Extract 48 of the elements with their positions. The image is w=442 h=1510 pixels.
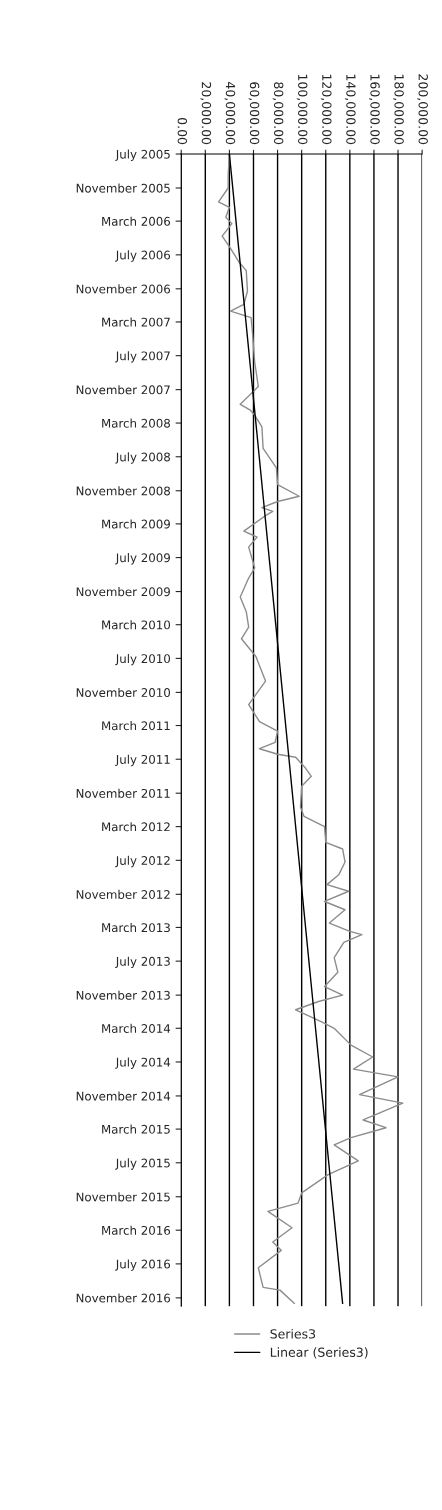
x-tick-label: 60,000.00 <box>248 82 260 145</box>
y-tick-label: July 2016 <box>115 1259 171 1271</box>
x-tick-label: 0.00 <box>177 117 188 145</box>
y-tick-label: July 2007 <box>115 351 170 363</box>
y-tick-label: March 2015 <box>102 1124 170 1134</box>
y-tick-label: November 2005 <box>76 183 170 193</box>
x-tick-label: 180,000.00 <box>393 74 404 145</box>
y-tick-label: July 2010 <box>115 653 171 666</box>
x-tick-label: 40,000.00 <box>224 81 236 145</box>
y-tick-label: July 2005 <box>115 149 170 161</box>
x-tick-label: 160,000.00 <box>369 74 380 145</box>
y-tick-label: November 2007 <box>76 385 170 395</box>
y-tick-label: March 2011 <box>102 721 170 731</box>
y-tick-label: July 2012 <box>115 855 170 868</box>
y-tick-label: July 2009 <box>115 553 170 565</box>
legend-label: Linear (Series3) <box>270 1347 368 1359</box>
y-tick-label: July 2008 <box>115 452 170 464</box>
y-tick-label: November 2012 <box>76 889 170 899</box>
y-tick-label: November 2010 <box>76 687 171 698</box>
y-tick-label: November 2008 <box>76 486 170 496</box>
y-tick-label: November 2009 <box>76 587 170 597</box>
y-tick-label: March 2016 <box>102 1225 171 1235</box>
y-tick-label: March 2008 <box>102 418 170 428</box>
y-tick-label: July 2015 <box>115 1158 170 1170</box>
y-tick-label: March 2009 <box>102 519 170 529</box>
x-tick-label: 20,000.00 <box>200 82 212 145</box>
y-tick-label: March 2006 <box>102 216 171 226</box>
y-tick-label: March 2013 <box>102 922 170 933</box>
y-tick-label: November 2014 <box>76 1091 171 1101</box>
y-tick-label: November 2013 <box>76 990 170 1000</box>
x-tick-label: 120,000.00 <box>320 74 332 145</box>
y-tick-label: November 2011 <box>76 788 170 798</box>
y-tick-label: July 2006 <box>115 250 171 262</box>
x-tick-label: 80,000.00 <box>272 82 284 145</box>
y-tick-label: July 2011 <box>115 754 170 767</box>
x-tick-label: 100,000.00 <box>296 74 308 145</box>
y-tick-label: July 2013 <box>115 956 170 969</box>
y-tick-label: November 2006 <box>76 284 171 294</box>
x-tick-label: 140,000.00 <box>344 74 356 145</box>
y-tick-label: November 2016 <box>76 1293 171 1303</box>
y-tick-label: March 2010 <box>102 620 171 630</box>
y-tick-label: March 2014 <box>102 1023 171 1033</box>
y-tick-label: November 2015 <box>76 1192 170 1202</box>
legend-label: Series3 <box>270 1328 316 1339</box>
y-tick-label: March 2007 <box>102 317 170 327</box>
y-tick-label: July 2014 <box>115 1057 171 1069</box>
y-tick-label: March 2012 <box>102 822 170 832</box>
x-tick-label: 200,000.00 <box>417 74 428 145</box>
